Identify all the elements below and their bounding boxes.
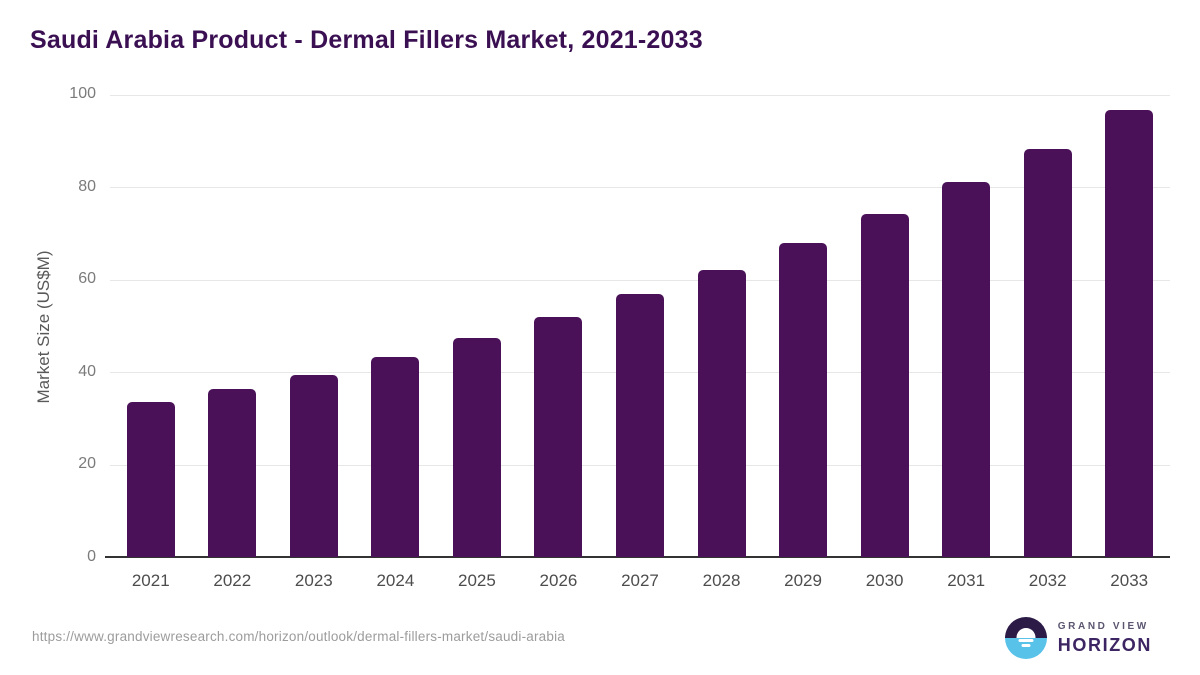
bar-2023 <box>289 374 338 557</box>
brand-name-grand-view: GRAND VIEW <box>1057 620 1149 632</box>
x-axis-tick-label: 2024 <box>376 571 415 590</box>
y-axis-tick-label: 0 <box>87 548 96 565</box>
chart-title: Saudi Arabia Product - Dermal Fillers Ma… <box>30 26 703 54</box>
bar-2027 <box>616 294 664 557</box>
bar-2031 <box>942 181 991 557</box>
bar-2030 <box>860 213 909 557</box>
x-axis-tick-label: 2026 <box>539 571 578 590</box>
bar-2033 <box>1105 110 1154 557</box>
y-axis-title: Market Size (US$M) <box>34 249 53 404</box>
bar-2032 <box>1023 148 1072 557</box>
gridline <box>110 279 1170 281</box>
logo-reflection-line <box>1021 643 1031 647</box>
x-axis-tick-label: 2021 <box>131 571 170 590</box>
logo-bottom-half <box>1004 638 1047 659</box>
y-axis-tick-label: 20 <box>78 455 96 473</box>
x-axis-tick-label: 2030 <box>865 571 904 590</box>
horizon-sunset-logo-icon <box>1004 617 1047 659</box>
gridline <box>110 187 1170 189</box>
logo-reflection-line <box>1018 638 1034 642</box>
bar-chart-plot-area: Market Size (US$M) 0 20 40 60 80 100 2021 2022 2… <box>34 86 1170 590</box>
x-axis-tick-label: 2022 <box>213 571 252 590</box>
x-axis-tick-label: 2023 <box>294 571 333 590</box>
x-axis-tick-label: 2028 <box>702 571 741 590</box>
bar-2022 <box>208 389 257 557</box>
y-axis-tick-label: 80 <box>78 177 96 195</box>
brand-logo: GRAND VIEW HORIZON <box>1004 617 1152 659</box>
bar-2025 <box>452 338 501 557</box>
x-axis-tick-label: 2033 <box>1110 571 1149 590</box>
x-axis-line <box>105 556 1170 558</box>
bar-2024 <box>371 357 420 557</box>
y-axis-tick-label: 40 <box>78 362 96 380</box>
x-axis-tick-label: 2027 <box>621 571 659 590</box>
brand-text: GRAND VIEW HORIZON <box>1058 621 1152 656</box>
y-axis-tick-label: 100 <box>69 85 96 102</box>
y-axis-tick-label: 60 <box>78 270 96 288</box>
x-axis-tick-label: 2025 <box>457 571 496 590</box>
logo-sun-icon <box>1016 628 1036 638</box>
x-axis-tick-label: 2031 <box>947 571 986 590</box>
logo-top-half <box>1004 617 1047 638</box>
source-url: https://www.grandviewresearch.com/horizo… <box>32 629 566 644</box>
gridline <box>110 94 1170 96</box>
brand-name-horizon: HORIZON <box>1057 634 1152 655</box>
bar-2028 <box>697 269 746 557</box>
x-axis-tick-label: 2032 <box>1028 571 1067 590</box>
bar-2029 <box>779 242 828 557</box>
bar-2021 <box>126 402 175 557</box>
x-axis-tick-label: 2029 <box>784 571 822 590</box>
bar-2026 <box>534 317 583 557</box>
